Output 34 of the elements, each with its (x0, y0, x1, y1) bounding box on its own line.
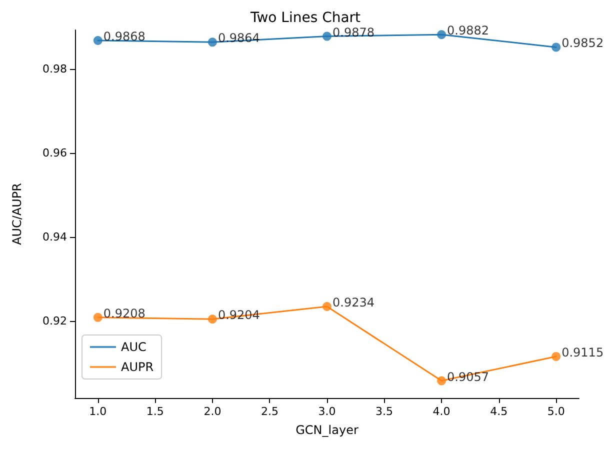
data-label: 0.9208 (103, 306, 146, 320)
x-tick-label: 2.0 (204, 405, 222, 418)
x-tick-label: 1.5 (146, 405, 164, 418)
data-label: 0.9234 (332, 296, 374, 310)
y-tick-label: 0.96 (42, 146, 67, 160)
point (437, 376, 446, 386)
x-tick-label: 3.0 (318, 405, 336, 418)
data-label: 0.9115 (562, 345, 604, 360)
data-label: 0.9882 (447, 24, 490, 38)
point (208, 38, 217, 47)
point (552, 42, 561, 52)
x-tick-label: 4.0 (432, 405, 450, 418)
data-label: 0.9852 (562, 36, 604, 50)
x-tick-label: 4.5 (490, 405, 508, 418)
legend-label: AUPR (121, 360, 154, 374)
chart-title: Two Lines Chart (249, 10, 362, 26)
y-tick-label: 0.98 (42, 62, 67, 76)
y-tick-label: 0.94 (42, 230, 67, 244)
x-tick-label: 2.5 (260, 405, 278, 418)
legend-label: AUC (121, 340, 146, 354)
point (93, 312, 102, 322)
y-tick-label: 0.92 (42, 314, 67, 328)
point (437, 30, 446, 40)
x-axis-title: GCN_layer (296, 423, 358, 437)
x-tick-label: 1.0 (89, 405, 107, 418)
point (208, 314, 217, 324)
point (322, 302, 332, 312)
x-tick-label: 3.5 (376, 405, 394, 418)
data-label: 0.9868 (103, 29, 146, 44)
y-axis-title: AUC/AUPR (10, 183, 24, 245)
point (93, 36, 102, 45)
point (322, 32, 332, 41)
point (552, 352, 561, 361)
x-tick-label: 5.0 (547, 405, 565, 418)
